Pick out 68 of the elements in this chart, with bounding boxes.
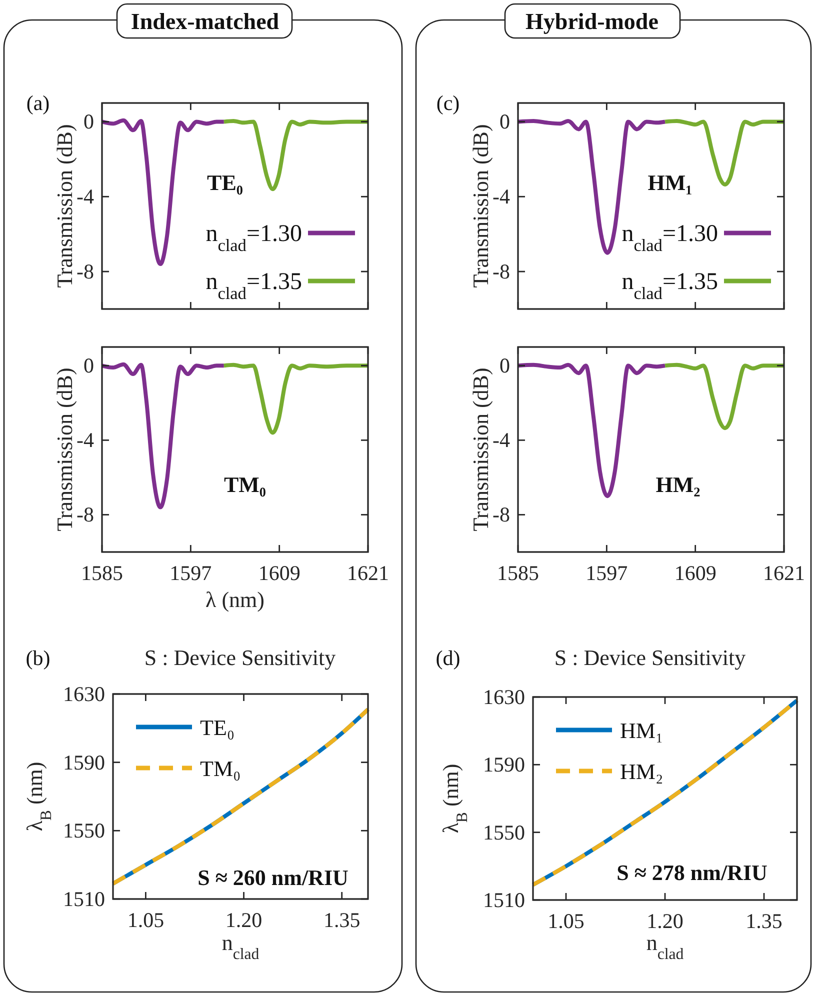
- x-tick-label: 1.20: [225, 908, 262, 932]
- annotation: TM₀: [224, 472, 266, 497]
- y-tick-label: 0: [84, 110, 94, 134]
- line-series: [111, 707, 370, 886]
- x-tick-label: 1585: [497, 561, 539, 585]
- line-series: [531, 698, 799, 887]
- x-tick-label: 1597: [586, 561, 628, 585]
- y-tick-label: -8: [492, 260, 510, 284]
- y-tick-label: -8: [76, 260, 94, 284]
- legend-label: HM₁: [620, 718, 664, 743]
- annotation: HM₂: [656, 472, 701, 497]
- text: (d): [436, 646, 460, 670]
- x-tick-label: 1.35: [323, 908, 360, 932]
- x-tick-label: 1621: [347, 561, 389, 585]
- y-tick-label: 1550: [483, 820, 525, 844]
- x-tick-label: 1621: [763, 561, 805, 585]
- line-series: [663, 362, 786, 430]
- x-tick-label: 1597: [170, 561, 212, 585]
- annotation: S ≈ 260 nm/RIU: [198, 865, 349, 890]
- y-axis-title: Transmission (dB): [52, 124, 77, 288]
- y-tick-label: 0: [84, 354, 94, 378]
- x-tick-label: 1.35: [746, 909, 782, 933]
- annotation: HM₁: [648, 170, 692, 195]
- y-tick-label: 1550: [63, 818, 105, 843]
- text: (a): [26, 91, 50, 115]
- y-axis-title: Transmission (dB): [468, 368, 493, 532]
- y-tick-label: 1590: [63, 750, 105, 774]
- legend-label: HM₂: [620, 759, 664, 784]
- text: (c): [436, 91, 460, 115]
- line-series: [222, 362, 370, 435]
- y-tick-label: -4: [492, 184, 510, 209]
- y-tick-label: -4: [76, 428, 94, 452]
- y-tick-label: 1630: [483, 685, 525, 709]
- y-tick-label: 1590: [483, 752, 525, 777]
- x-tick-label: 1585: [81, 561, 123, 585]
- y-tick-label: 0: [500, 354, 510, 378]
- legend-label: TM₀: [200, 756, 241, 781]
- chart-title: S : Device Sensitivity: [144, 645, 336, 670]
- y-axis-title: Transmission (dB): [468, 124, 493, 288]
- x-tick-label: 1609: [258, 561, 300, 585]
- x-tick-label: 1.05: [548, 909, 584, 933]
- legend-label: n$_{clad}$=1.30: [622, 221, 718, 254]
- y-axis-title: Transmission (dB): [52, 368, 77, 532]
- x-axis-title: λ (nm): [206, 587, 264, 612]
- y-tick-label: 1510: [483, 888, 525, 912]
- x-tick-label: 1609: [674, 561, 716, 585]
- legend-label: TE₀: [200, 715, 235, 740]
- annotation: TE₀: [207, 170, 244, 195]
- chart-title: S : Device Sensitivity: [554, 645, 746, 670]
- x-tick-label: 1.05: [127, 908, 164, 932]
- x-axis-title: n$_{clad}$: [646, 930, 684, 962]
- legend-label: n$_{clad}$=1.35: [622, 269, 718, 302]
- y-tick-label: 1630: [63, 682, 105, 706]
- annotation: S ≈ 278 nm/RIU: [616, 860, 768, 885]
- x-axis-title: n$_{clad}$: [222, 930, 260, 962]
- legend-label: n$_{clad}$=1.35: [206, 269, 302, 302]
- y-tick-label: 1510: [63, 887, 105, 911]
- y-tick-label: -4: [76, 184, 94, 209]
- line-series: [100, 362, 226, 510]
- y-tick-label: -8: [76, 502, 94, 527]
- x-tick-label: 1.20: [646, 909, 684, 933]
- chart-title: Hybrid-mode: [526, 9, 658, 34]
- legend-label: n$_{clad}$=1.30: [206, 221, 302, 254]
- y-tick-label: -4: [492, 428, 510, 452]
- chart-title: Index-matched: [130, 9, 280, 34]
- y-tick-label: 0: [500, 110, 510, 134]
- y-tick-label: -8: [492, 502, 510, 527]
- text: (b): [26, 646, 50, 670]
